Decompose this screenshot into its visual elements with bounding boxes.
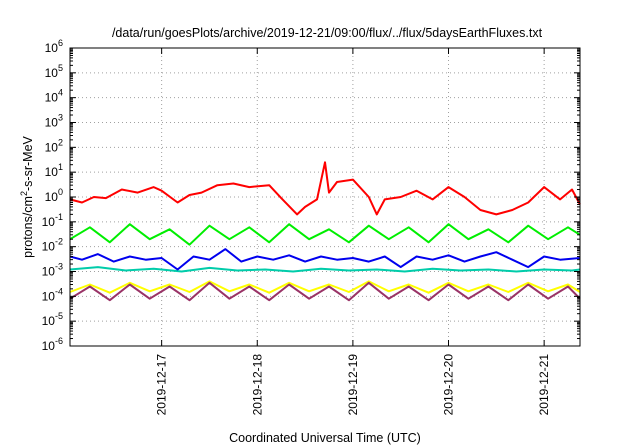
y-tick-exponent: -1 <box>55 212 63 222</box>
x-tick-labels: 2019-12-17 2019-12-18 2019-12-19 2019-12-20… <box>155 354 552 416</box>
y-tick-label: 103 <box>45 113 63 130</box>
y-tick-exponent: 4 <box>58 88 63 98</box>
y-axis-label-prefix: protons/cm <box>21 196 35 258</box>
y-tick-label: 105 <box>45 63 63 80</box>
y-tick-label: 10-4 <box>42 286 63 303</box>
y-tick-labels: 10-610-510-410-310-210-11001011021031041… <box>42 38 63 353</box>
y-tick-exponent: 0 <box>58 187 63 197</box>
y-tick-exponent: 6 <box>58 38 63 48</box>
y-tick-exponent: -3 <box>55 262 63 272</box>
x-tick-label: 2019-12-21 <box>537 354 551 416</box>
y-tick-exponent: 1 <box>58 162 63 172</box>
y-tick-base: 10 <box>42 215 56 229</box>
y-tick-exponent: 2 <box>58 137 63 147</box>
y-tick-exponent: -4 <box>55 286 63 296</box>
y-tick-label: 10-6 <box>42 336 63 353</box>
series-lines <box>69 161 581 302</box>
y-tick-label: 10-1 <box>42 212 63 229</box>
x-tick-label: 2019-12-20 <box>442 354 456 416</box>
y-axis-label-suffix: -s-sr-MeV <box>21 135 35 191</box>
axis-ticks <box>70 47 580 347</box>
y-tick-label: 10-5 <box>42 311 63 328</box>
y-tick-label: 102 <box>45 137 63 154</box>
series-line-6 <box>69 281 581 302</box>
y-tick-base: 10 <box>45 140 59 154</box>
y-axis-label: protons/cm2-s-sr-MeV <box>19 135 35 257</box>
y-tick-base: 10 <box>45 91 59 105</box>
y-tick-base: 10 <box>45 66 59 80</box>
grid-lines <box>70 48 580 346</box>
y-tick-exponent: 5 <box>58 63 63 73</box>
y-tick-base: 10 <box>45 190 59 204</box>
series-line-4 <box>69 248 581 271</box>
y-axis-label-sup: 2 <box>19 191 29 196</box>
x-tick-label: 2019-12-19 <box>346 354 360 416</box>
x-axis-label: Coordinated Universal Time (UTC) <box>229 431 421 445</box>
y-tick-base: 10 <box>42 289 56 303</box>
x-tick-label: 2019-12-17 <box>155 354 169 416</box>
x-tick-label: 2019-12-18 <box>250 354 264 416</box>
series-line-5 <box>69 280 581 294</box>
series-line-1 <box>69 161 581 216</box>
y-tick-label: 10-3 <box>42 262 63 279</box>
y-tick-base: 10 <box>45 165 59 179</box>
y-tick-exponent: -6 <box>55 336 63 346</box>
y-tick-label: 104 <box>45 88 63 105</box>
y-tick-label: 106 <box>45 38 63 55</box>
y-tick-base: 10 <box>45 116 59 130</box>
y-tick-base: 10 <box>42 314 56 328</box>
series-line-3 <box>69 266 581 273</box>
y-tick-base: 10 <box>42 339 56 353</box>
y-tick-exponent: 3 <box>58 113 63 123</box>
y-tick-exponent: -2 <box>55 237 63 247</box>
y-tick-base: 10 <box>42 240 56 254</box>
y-tick-label: 101 <box>45 162 63 179</box>
y-tick-exponent: -5 <box>55 311 63 321</box>
y-tick-label: 100 <box>45 187 63 204</box>
y-tick-base: 10 <box>45 41 59 55</box>
chart-title: /data/run/goesPlots/archive/2019-12-21/0… <box>112 26 543 40</box>
series-line-2 <box>69 223 581 246</box>
y-tick-base: 10 <box>42 265 56 279</box>
y-tick-label: 10-2 <box>42 237 63 254</box>
